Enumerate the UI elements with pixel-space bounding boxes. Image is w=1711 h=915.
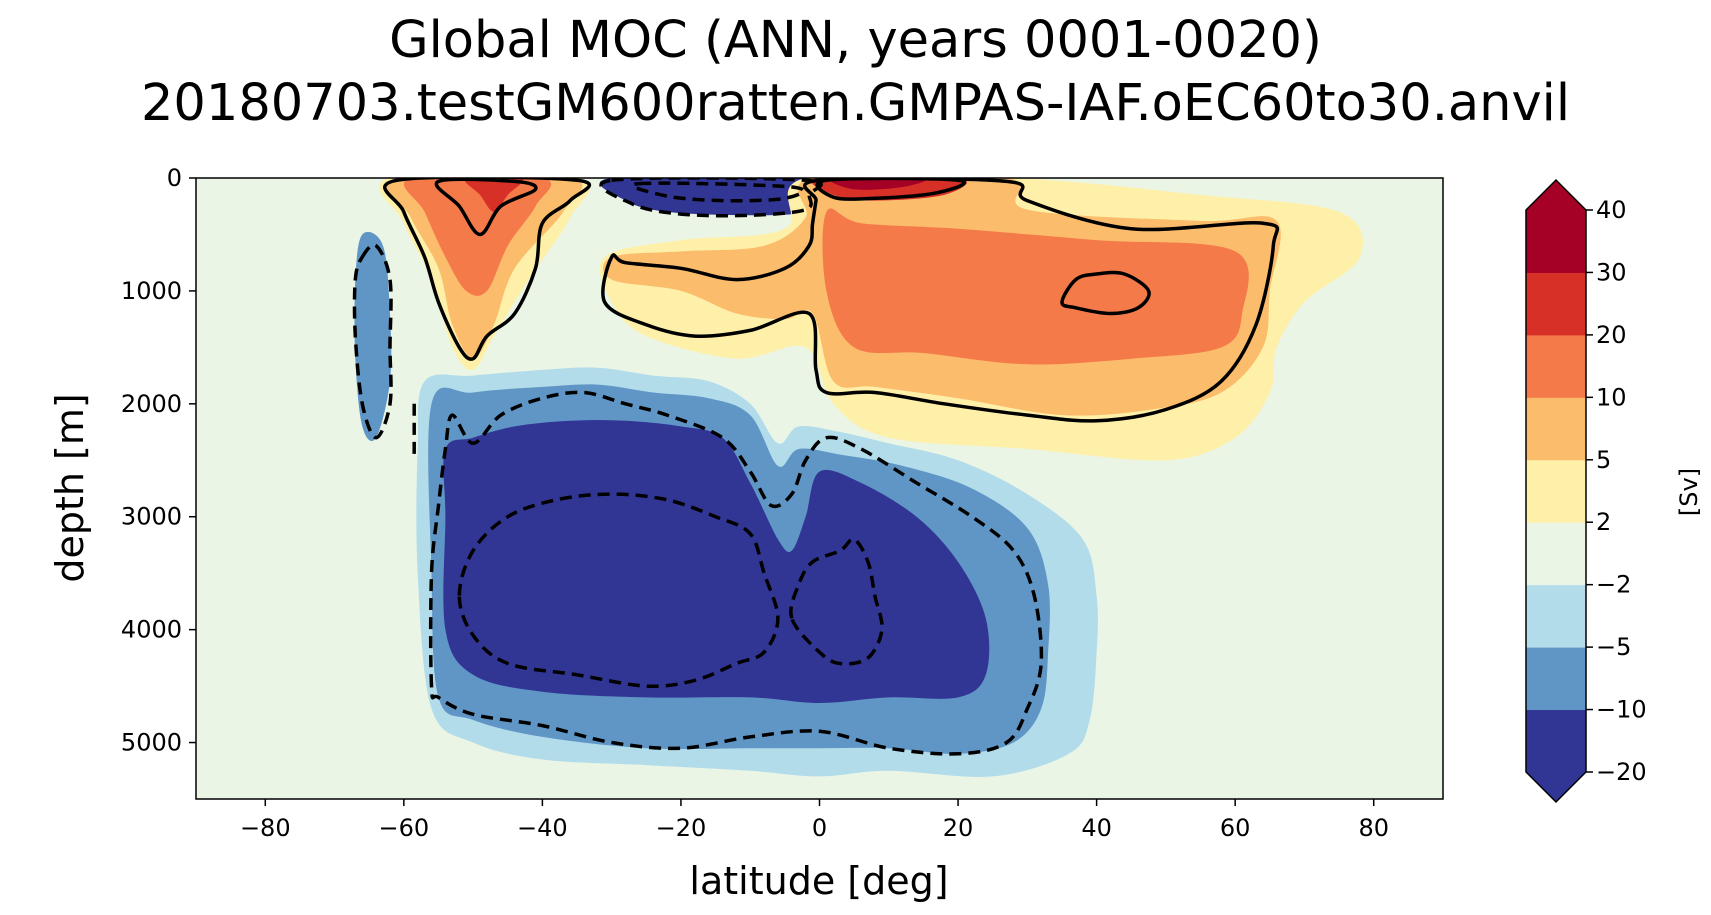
x-tick-label: 60 — [1220, 814, 1251, 842]
x-tick-label: −60 — [379, 814, 430, 842]
x-tick-label: 0 — [812, 814, 827, 842]
x-tick-label: 20 — [943, 814, 974, 842]
contour-neg-20-east — [789, 537, 884, 666]
x-tick-label: −40 — [517, 814, 568, 842]
colorbar-band — [1526, 210, 1586, 273]
colorbar-tick-label: −5 — [1596, 633, 1631, 661]
chart-title-line-1: Global MOC (ANN, years 0001-0020) — [389, 11, 1322, 70]
chart-title-line-2: 20180703.testGM600ratten.GMPAS-IAF.oEC60… — [140, 74, 1571, 133]
x-axis-label: latitude [deg] — [689, 859, 948, 903]
colorbar-tick-label: 2 — [1596, 508, 1611, 536]
x-tick-label: 80 — [1358, 814, 1389, 842]
y-axis: 0 1000 2000 3000 4000 5000 — [121, 164, 196, 757]
x-tick-label: 40 — [1081, 814, 1112, 842]
colorbar-band — [1526, 459, 1586, 523]
colorbar-band — [1526, 397, 1586, 461]
region-deacon-cell-strong — [403, 178, 551, 296]
colorbar-over-triangle — [1526, 180, 1586, 210]
contour-pos-10-north — [1060, 270, 1151, 316]
contour-neg-10-southern — [352, 243, 393, 440]
colorbar-band — [1526, 709, 1586, 773]
contour-pos-5-amoc — [601, 178, 1280, 423]
colorbar-label: [Sv] — [1675, 468, 1703, 516]
colorbar-tick-label: 40 — [1596, 196, 1627, 224]
filled-contours — [354, 178, 1363, 777]
colorbar-tick-label: 30 — [1596, 258, 1627, 286]
y-tick-label: 5000 — [121, 729, 182, 757]
region-southern-weak-cell — [354, 231, 392, 442]
colorbar-tick-label: −2 — [1596, 571, 1631, 599]
y-tick-label: 1000 — [121, 277, 182, 305]
region-amoc-strong — [822, 208, 1249, 365]
colorbar-under-triangle — [1526, 772, 1586, 802]
colorbar-tick-label: −20 — [1596, 758, 1647, 786]
colorbar-tick-label: 5 — [1596, 446, 1611, 474]
colorbar-tick-label: −10 — [1596, 696, 1647, 724]
y-tick-label: 0 — [167, 164, 182, 192]
contour-neg-surface-outer — [599, 178, 823, 218]
y-axis-label: depth [m] — [48, 393, 92, 582]
y-tick-label: 3000 — [121, 503, 182, 531]
colorbar-band — [1526, 522, 1586, 586]
region-deacon-cell-peak — [464, 178, 524, 212]
x-tick-label: −80 — [240, 814, 291, 842]
colorbar-band — [1526, 334, 1586, 398]
colorbar-band — [1526, 584, 1586, 648]
x-tick-label: −20 — [656, 814, 707, 842]
colorbar-tick-label: 10 — [1596, 383, 1627, 411]
contour-neg-10-main — [428, 390, 1044, 756]
y-tick-label: 4000 — [121, 616, 182, 644]
contour-neg-surface-inner — [631, 181, 806, 203]
region-surface-negative-cell — [599, 178, 823, 216]
colorbar-tick-label: 20 — [1596, 321, 1627, 349]
contour-pos-20-deacon — [434, 178, 538, 237]
contour-neg-20-west — [457, 492, 780, 689]
region-lower-cell-strong — [443, 420, 990, 703]
y-tick-label: 2000 — [121, 390, 182, 418]
colorbar-band — [1526, 272, 1586, 336]
contour-lines — [352, 178, 1280, 756]
colorbar-band — [1526, 647, 1586, 711]
colorbar: −20 −10 −5 −2 2 5 10 20 30 40 — [1525, 178, 1647, 804]
region-equatorial-surface-max — [830, 178, 927, 190]
x-axis: −80 −60 −40 −20 0 20 40 60 80 — [240, 799, 1389, 842]
contour-pos-10-deacon — [383, 178, 592, 361]
